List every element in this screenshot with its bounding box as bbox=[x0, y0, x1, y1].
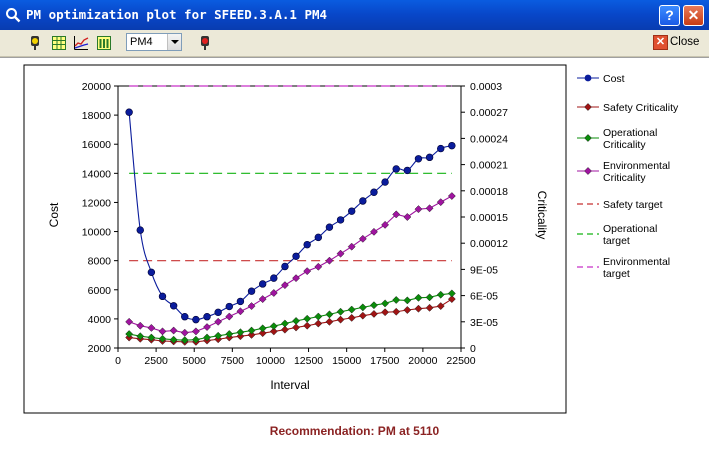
recommendation-text: Recommendation: PM at 5110 bbox=[269, 424, 440, 438]
pm-select-value: PM4 bbox=[130, 36, 153, 48]
chevron-down-icon[interactable] bbox=[167, 34, 181, 50]
line-chart-icon[interactable] bbox=[73, 35, 89, 51]
close-label: Close bbox=[670, 36, 700, 48]
window-close-button[interactable]: ✕ bbox=[683, 5, 704, 26]
traffic-light-red-icon[interactable] bbox=[197, 35, 213, 51]
title-bar: PM optimization plot for SFEED.3.A.1 PM4… bbox=[0, 0, 709, 30]
magnifier-icon bbox=[6, 8, 21, 23]
traffic-light-yellow-icon[interactable] bbox=[27, 35, 43, 51]
main-panel bbox=[0, 57, 709, 466]
grid-table-icon[interactable] bbox=[51, 35, 67, 51]
pm-select[interactable]: PM4 bbox=[126, 33, 182, 51]
toolbar bbox=[0, 30, 709, 57]
bar-table-icon[interactable] bbox=[96, 35, 112, 51]
window-title: PM optimization plot for SFEED.3.A.1 PM4 bbox=[26, 7, 328, 22]
help-button[interactable]: ? bbox=[659, 5, 680, 26]
close-icon: ✕ bbox=[653, 35, 668, 50]
